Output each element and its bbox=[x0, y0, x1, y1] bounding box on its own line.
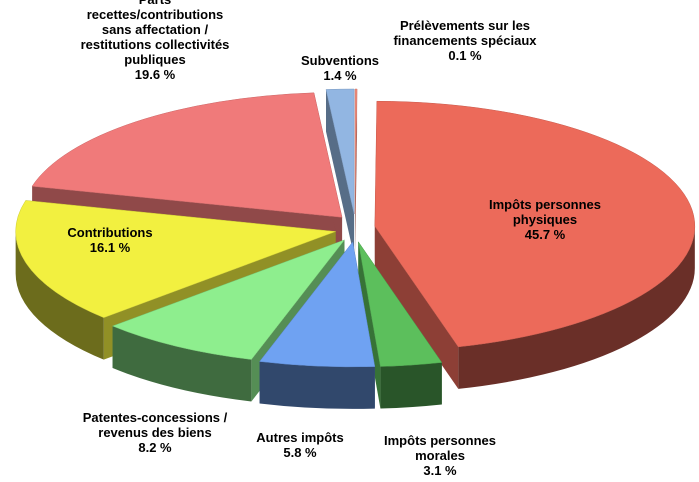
slice bbox=[259, 241, 376, 368]
slice bbox=[15, 200, 336, 318]
slice-label: Autres impôts 5.8 % bbox=[250, 430, 350, 460]
category-label: Impôts personnes morales bbox=[384, 433, 496, 463]
slice-side bbox=[374, 226, 459, 389]
value-label: 1.4 % bbox=[323, 68, 357, 83]
slice-label: Patentes-concessions / revenus des biens… bbox=[70, 410, 240, 455]
slice bbox=[358, 241, 443, 367]
slice-label: Contributions 16.1 % bbox=[50, 225, 170, 255]
slice-side bbox=[326, 89, 355, 257]
category-label: Patentes-concessions / revenus des biens bbox=[82, 410, 228, 440]
slice bbox=[354, 88, 358, 215]
slice-wall bbox=[458, 226, 695, 389]
slice-label: Subventions 1.4 % bbox=[290, 53, 390, 83]
slice bbox=[325, 88, 355, 215]
value-label: 0.1 % bbox=[448, 48, 482, 63]
slice-label: Impôts personnes physiques 45.7 % bbox=[465, 197, 625, 242]
category-label: Subventions bbox=[300, 53, 379, 68]
value-label: 3.1 % bbox=[423, 463, 457, 478]
value-label: 5.8 % bbox=[283, 445, 317, 460]
value-label: 16.1 % bbox=[89, 240, 131, 255]
slice-wall bbox=[259, 361, 375, 409]
slice-label: Prélèvements sur les financements spécia… bbox=[390, 18, 540, 63]
category-label: Impôts personnes physiques bbox=[489, 197, 601, 227]
category-label: Parts recettes/contributions sans affect… bbox=[80, 0, 230, 67]
value-label: 45.7 % bbox=[524, 227, 566, 242]
slice-wall bbox=[15, 231, 104, 360]
slice-label: Impôts personnes morales 3.1 % bbox=[370, 433, 510, 478]
value-label: 8.2 % bbox=[138, 440, 172, 455]
slice-wall bbox=[380, 362, 442, 409]
category-label: Contributions bbox=[67, 225, 153, 240]
category-label: Autres impôts bbox=[256, 430, 344, 445]
slice bbox=[31, 92, 343, 218]
slice-wall bbox=[112, 326, 252, 402]
slice-label: Parts recettes/contributions sans affect… bbox=[75, 0, 235, 82]
slice bbox=[111, 239, 346, 360]
value-label: 19.6 % bbox=[134, 67, 176, 82]
slice bbox=[374, 100, 696, 348]
category-label: Prélèvements sur les financements spécia… bbox=[393, 18, 537, 48]
